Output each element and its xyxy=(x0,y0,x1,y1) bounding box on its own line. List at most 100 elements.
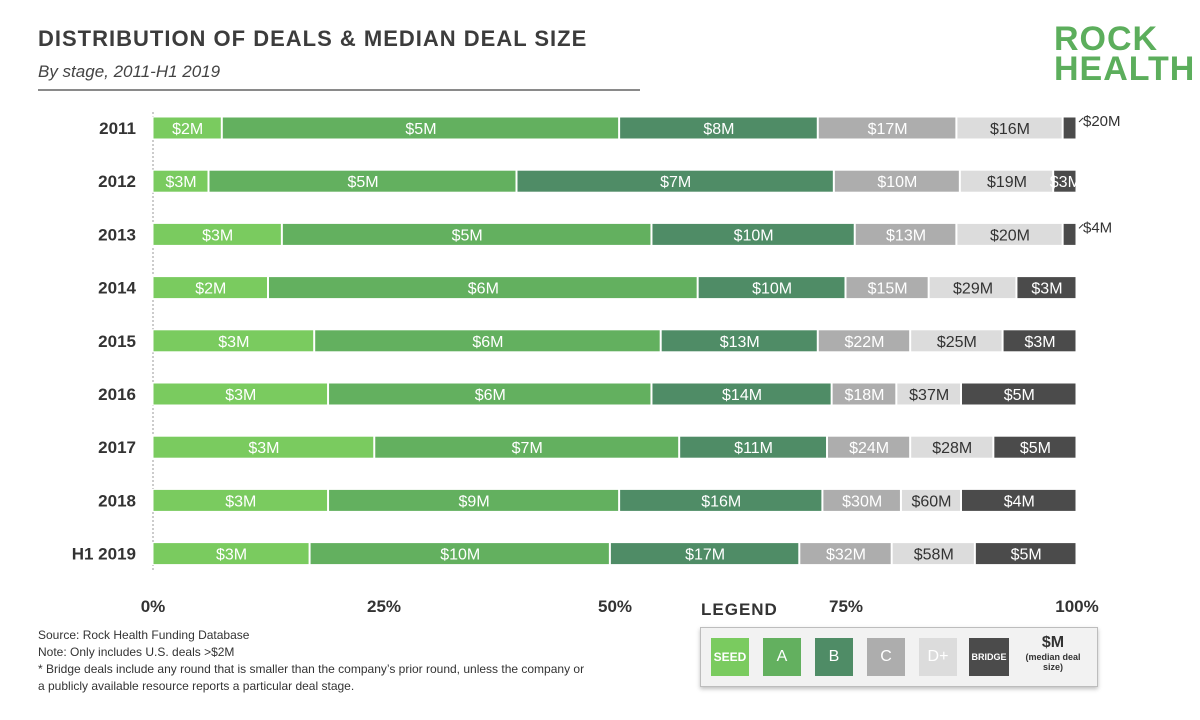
bar-segment-a xyxy=(309,542,610,566)
legend-bridge-swatch: BRIDGE xyxy=(969,638,1009,676)
bar-segment-c xyxy=(817,116,957,140)
legend-seed-label: SEED xyxy=(713,650,747,664)
data-label: $2M xyxy=(172,121,203,138)
data-label: $3M xyxy=(165,174,196,191)
legend-median-text-1: (median deal xyxy=(1025,652,1081,662)
bar-segment-c xyxy=(827,435,911,459)
legend-median-symbol: $M xyxy=(1041,634,1065,651)
legend-b-label: B xyxy=(828,648,840,665)
data-label: $11M xyxy=(734,440,773,457)
bar-segment-b xyxy=(679,435,828,459)
legend-a-label: A xyxy=(776,648,788,665)
data-label: $30M xyxy=(842,493,882,510)
data-label: $5M xyxy=(1020,440,1051,457)
bar-segment-dplus xyxy=(956,116,1063,140)
data-label: $5M xyxy=(1011,547,1042,564)
data-label: $32M xyxy=(826,547,866,564)
legend-c-swatch: C xyxy=(867,638,905,676)
chart-subtitle: By stage, 2011-H1 2019 xyxy=(38,62,221,81)
data-label: $3M xyxy=(248,440,279,457)
bar-segment-bridge xyxy=(961,382,1077,406)
bar-segment-a xyxy=(208,169,517,193)
data-label: $10M xyxy=(734,227,774,244)
bar-segment-a xyxy=(328,488,620,512)
bar-segment-a xyxy=(328,382,652,406)
data-label: $16M xyxy=(701,493,741,510)
source-note: Source: Rock Health Funding Database xyxy=(38,628,250,642)
data-label: $7M xyxy=(512,440,543,457)
data-label: $25M xyxy=(937,334,977,351)
data-label: $5M xyxy=(347,174,378,191)
legend-bridge-label: BRIDGE xyxy=(971,652,1007,662)
data-label: $10M xyxy=(440,547,480,564)
y-tick-label: 2015 xyxy=(98,332,136,351)
y-tick-label: 2012 xyxy=(98,172,136,191)
bar-segment-bridge xyxy=(1062,116,1077,140)
legend-title: LEGEND xyxy=(701,600,778,619)
footnotes: Source: Rock Health Funding Database Not… xyxy=(38,627,584,695)
bar-segment-dplus xyxy=(959,169,1054,193)
data-label: $10M xyxy=(752,281,792,298)
bar-segment-c xyxy=(854,222,957,246)
bar-segment-seed xyxy=(152,542,310,566)
data-label: $3M xyxy=(1031,281,1062,298)
y-tick-label: 2016 xyxy=(98,385,136,404)
x-tick-label: 100% xyxy=(1055,597,1098,616)
data-label: $37M xyxy=(909,387,949,404)
y-tick-label: 2011 xyxy=(99,119,136,138)
bar-segment-seed xyxy=(152,488,329,512)
bar-segment-b xyxy=(660,329,818,353)
x-tick-label: 0% xyxy=(141,597,166,616)
bar-segment-a xyxy=(268,276,698,300)
bar-segment-dplus xyxy=(891,542,975,566)
chart-area: 2011 $2M $5M $8M $17M $16M $20M 2012 $3M $5M $7M $1… xyxy=(72,112,1121,616)
bar-segment-bridge xyxy=(974,542,1077,566)
bar-segment-a xyxy=(374,435,680,459)
logo-line-1: ROCK xyxy=(1054,20,1159,58)
legend-b-swatch: B xyxy=(815,638,853,676)
bar-segment-bridge xyxy=(1062,222,1077,246)
bar-segment-dplus xyxy=(896,382,962,406)
legend-c-label: C xyxy=(880,648,892,665)
legend-median-text-2: size) xyxy=(1042,662,1063,672)
data-label-leader xyxy=(1078,224,1084,229)
bar-segment-a xyxy=(281,222,652,246)
data-label: $3M xyxy=(225,387,256,404)
data-label: $3M xyxy=(1050,174,1081,191)
data-label: $19M xyxy=(987,174,1027,191)
data-label: $28M xyxy=(932,440,972,457)
bar-segment-bridge xyxy=(1053,169,1077,193)
data-label: $9M xyxy=(459,493,490,510)
bar-segment-a xyxy=(221,116,620,140)
data-label: $10M xyxy=(877,174,917,191)
legend-seed-swatch: SEED xyxy=(711,638,749,676)
bar-segment-bridge xyxy=(961,488,1077,512)
bar-segment-seed xyxy=(152,222,282,246)
bar-segment-b xyxy=(516,169,834,193)
scope-note: Note: Only includes U.S. deals >$2M xyxy=(38,645,235,659)
data-label: $5M xyxy=(452,227,483,244)
data-label: $13M xyxy=(720,334,760,351)
bar-segment-c xyxy=(831,382,897,406)
data-label: $13M xyxy=(886,227,926,244)
bar-segment-dplus xyxy=(910,435,994,459)
bridge-note-line-1: * Bridge deals include any round that is… xyxy=(38,662,585,676)
y-tick-label: 2017 xyxy=(98,438,136,457)
x-tick-label: 25% xyxy=(367,597,401,616)
x-tick-label: 75% xyxy=(829,597,863,616)
bar-segment-c xyxy=(799,542,892,566)
bar-segment-c xyxy=(833,169,960,193)
data-label: $16M xyxy=(990,121,1030,138)
data-label: $3M xyxy=(218,334,249,351)
data-label: $6M xyxy=(468,281,499,298)
data-label: $2M xyxy=(195,281,226,298)
data-label: $3M xyxy=(202,227,233,244)
bar-segment-dplus xyxy=(928,276,1017,300)
bar-segment-bridge xyxy=(1016,276,1077,300)
data-label: $6M xyxy=(475,387,506,404)
y-tick-label: 2013 xyxy=(98,225,136,244)
bar-segment-seed xyxy=(152,169,209,193)
data-label: $17M xyxy=(868,121,908,138)
bar-segment-bridge xyxy=(993,435,1077,459)
data-label: $5M xyxy=(1004,387,1035,404)
